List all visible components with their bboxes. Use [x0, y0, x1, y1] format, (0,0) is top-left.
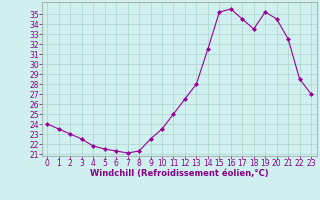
X-axis label: Windchill (Refroidissement éolien,°C): Windchill (Refroidissement éolien,°C) — [90, 169, 268, 178]
